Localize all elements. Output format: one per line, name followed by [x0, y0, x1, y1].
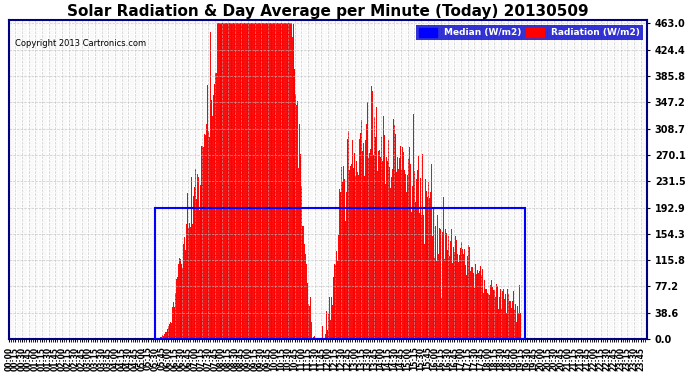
- Text: Copyright 2013 Cartronics.com: Copyright 2013 Cartronics.com: [15, 39, 146, 48]
- Title: Solar Radiation & Day Average per Minute (Today) 20130509: Solar Radiation & Day Average per Minute…: [67, 4, 589, 19]
- Legend: Median (W/m2), Radiation (W/m2): Median (W/m2), Radiation (W/m2): [416, 25, 642, 40]
- Bar: [155, 207, 525, 339]
